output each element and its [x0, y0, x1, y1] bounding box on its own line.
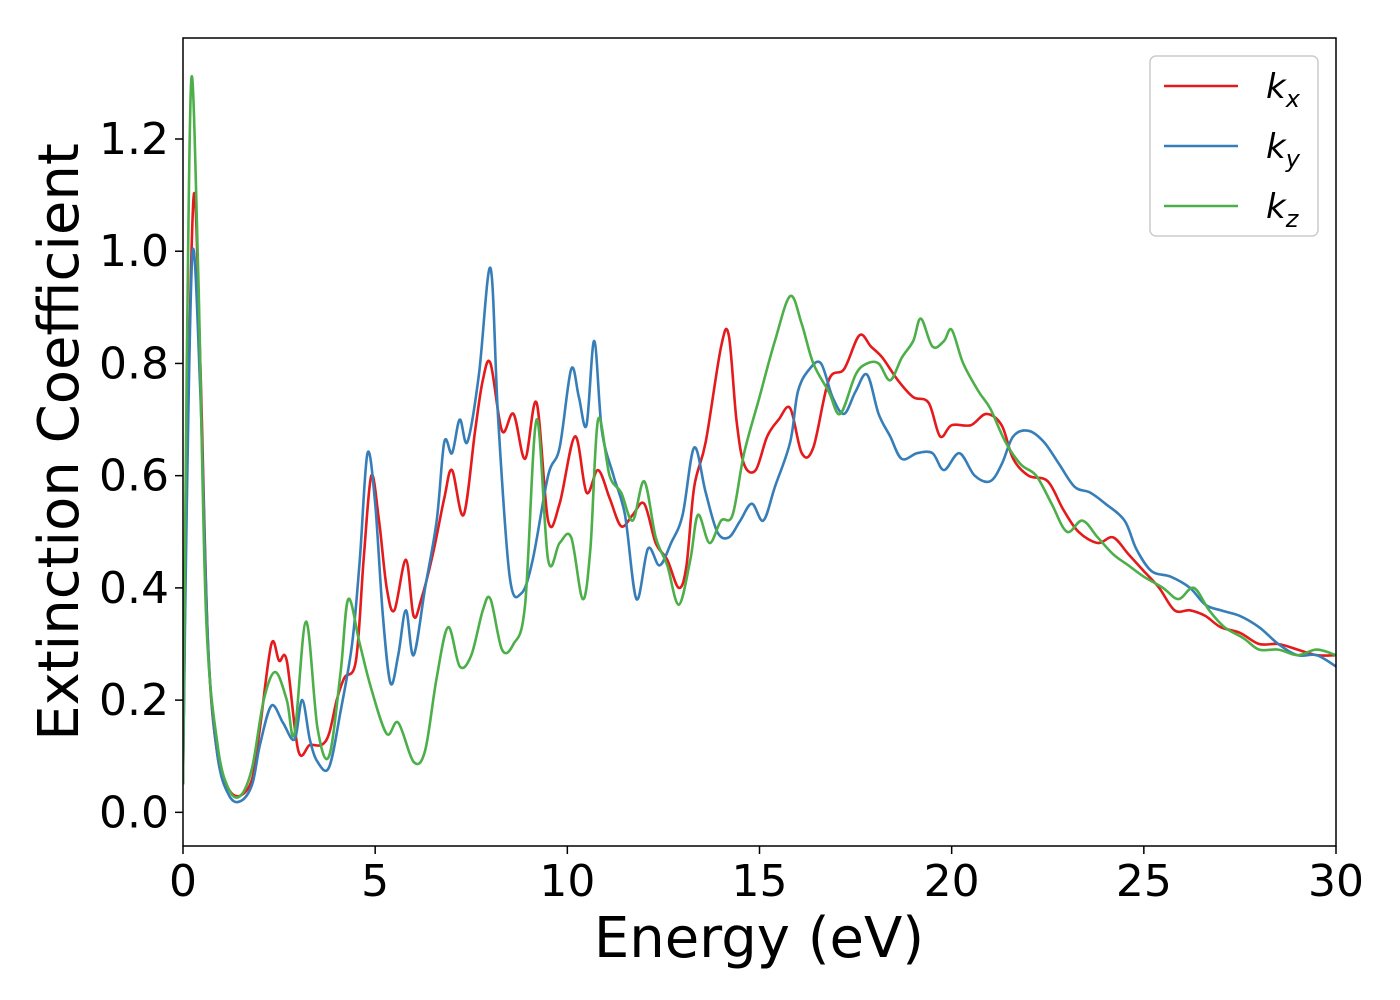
- plot-lines: [183, 74, 1336, 804]
- x-tick-label: 30: [1308, 856, 1364, 907]
- y-tick-label: 0.8: [99, 338, 169, 389]
- series-line-y: [183, 247, 1336, 804]
- x-tick-label: 15: [732, 856, 788, 907]
- series-line-x: [183, 191, 1336, 798]
- y-tick-label: 1.2: [99, 114, 169, 165]
- legend-label-z: kz: [1266, 187, 1300, 233]
- legend: kx ky kz: [1149, 55, 1319, 237]
- x-axis-title: Energy (eV): [594, 906, 924, 971]
- x-axis-ticks: 0 5 10 15 20 25 30: [169, 846, 1364, 907]
- legend-label-y: ky: [1266, 127, 1301, 173]
- y-tick-label: 1.0: [99, 226, 169, 277]
- x-tick-label: 5: [361, 856, 389, 907]
- legend-label-x: kx: [1266, 67, 1301, 113]
- x-tick-label: 0: [169, 856, 197, 907]
- y-axis-title: Extinction Coefficient: [27, 143, 92, 741]
- y-tick-label: 0.6: [99, 451, 169, 502]
- x-tick-label: 10: [539, 856, 595, 907]
- y-axis-ticks: 0.0 0.2 0.4 0.6 0.8 1.0 1.2: [99, 114, 183, 838]
- x-tick-label: 20: [924, 856, 980, 907]
- y-tick-label: 0.4: [99, 563, 169, 614]
- series-line-z: [183, 74, 1336, 799]
- y-tick-label: 0.0: [99, 787, 169, 838]
- y-tick-label: 0.2: [99, 675, 169, 726]
- x-tick-label: 25: [1116, 856, 1172, 907]
